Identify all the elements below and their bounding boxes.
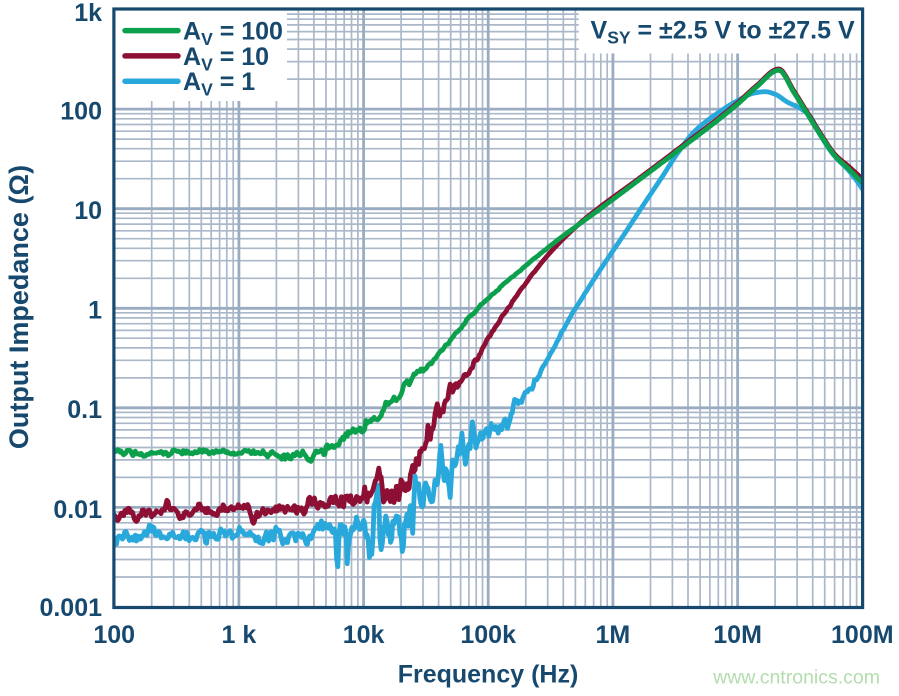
svg-text:www.cntronics.com: www.cntronics.com [712, 667, 880, 689]
svg-text:1k: 1k [74, 0, 102, 27]
svg-text:Output Impedance (Ω): Output Impedance (Ω) [4, 165, 34, 449]
svg-text:100k: 100k [460, 621, 516, 649]
svg-text:100: 100 [60, 98, 102, 126]
svg-text:AV = 10: AV = 10 [183, 43, 269, 75]
svg-text:100M: 100M [831, 621, 894, 649]
svg-text:VSY = ±2.5 V to ±27.5 V: VSY = ±2.5 V to ±27.5 V [591, 17, 855, 48]
svg-text:AV = 100: AV = 100 [183, 18, 283, 50]
svg-text:10M: 10M [713, 621, 762, 649]
svg-text:10: 10 [74, 197, 102, 225]
svg-text:1 k: 1 k [222, 621, 257, 649]
svg-text:0.001: 0.001 [39, 594, 102, 622]
svg-text:0.1: 0.1 [67, 396, 102, 424]
svg-text:Frequency (Hz): Frequency (Hz) [398, 661, 579, 689]
svg-text:10k: 10k [343, 621, 385, 649]
svg-text:1: 1 [88, 297, 102, 325]
svg-text:0.01: 0.01 [53, 496, 102, 524]
svg-text:100: 100 [93, 621, 135, 649]
svg-text:1M: 1M [596, 621, 631, 649]
svg-text:AV = 1: AV = 1 [183, 68, 255, 100]
